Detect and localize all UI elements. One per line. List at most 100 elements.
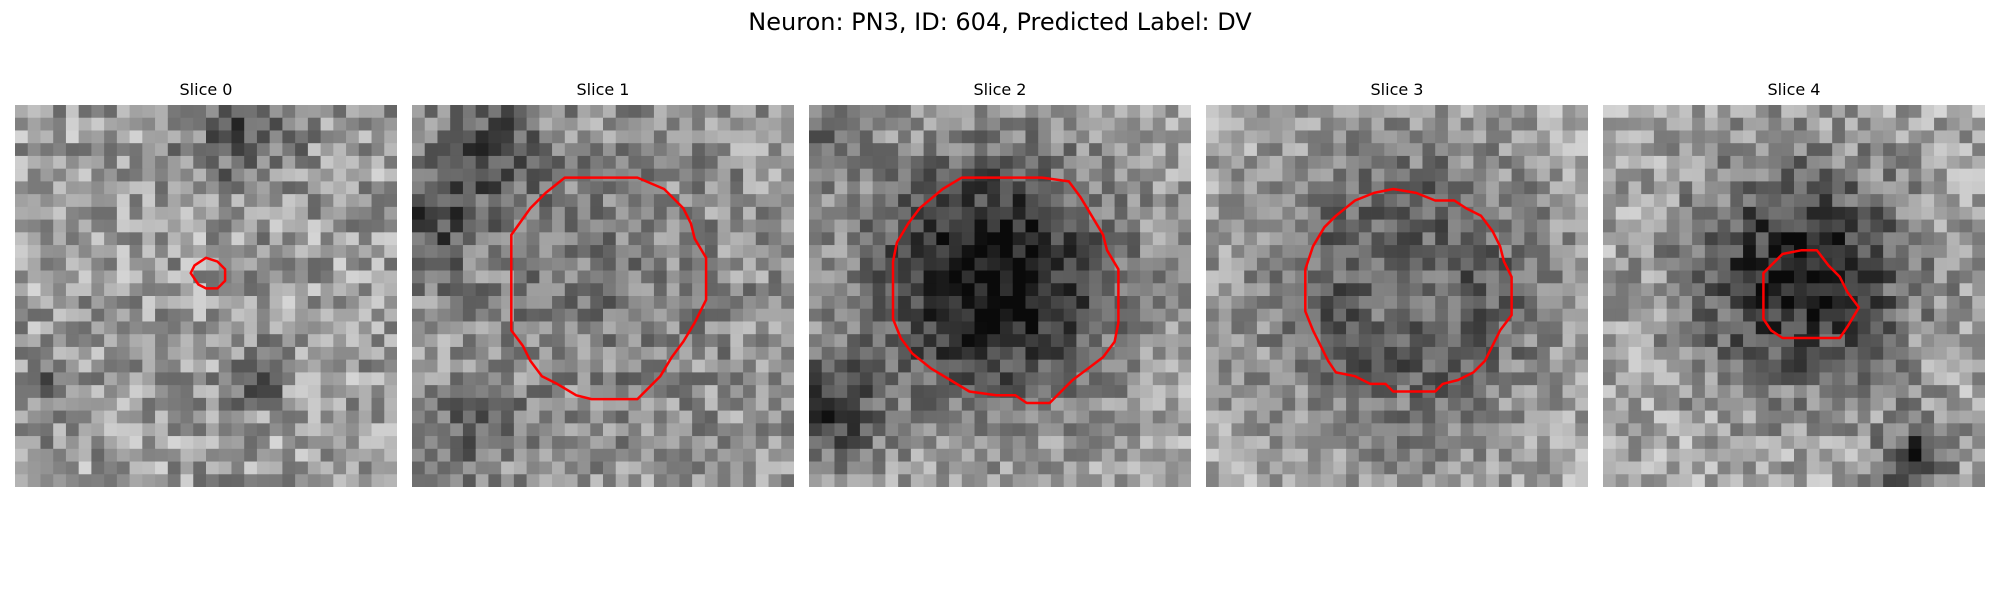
image-pixel xyxy=(1921,334,1934,347)
image-pixel xyxy=(924,130,937,143)
image-pixel xyxy=(425,105,438,118)
image-pixel xyxy=(1845,245,1858,258)
image-pixel xyxy=(1000,130,1013,143)
image-pixel xyxy=(1575,156,1588,169)
image-pixel xyxy=(769,334,782,347)
image-pixel xyxy=(450,245,463,258)
image-pixel xyxy=(730,462,743,475)
image-pixel xyxy=(1705,309,1718,322)
image-pixel xyxy=(936,283,949,296)
image-pixel xyxy=(1692,220,1705,233)
image-pixel xyxy=(1346,156,1359,169)
image-pixel xyxy=(1384,181,1397,194)
image-pixel xyxy=(1333,347,1346,360)
image-pixel xyxy=(565,321,578,334)
image-pixel xyxy=(1575,232,1588,245)
image-pixel xyxy=(654,385,667,398)
image-pixel xyxy=(231,462,244,475)
image-pixel xyxy=(743,194,756,207)
image-pixel xyxy=(1127,411,1140,424)
image-pixel xyxy=(1550,360,1563,373)
image-pixel xyxy=(1076,334,1089,347)
image-pixel xyxy=(501,181,514,194)
image-pixel xyxy=(450,398,463,411)
image-pixel xyxy=(1603,258,1616,271)
image-pixel xyxy=(1524,398,1537,411)
image-pixel xyxy=(1038,271,1051,284)
image-pixel xyxy=(705,360,718,373)
image-pixel xyxy=(1909,321,1922,334)
image-pixel xyxy=(552,411,565,424)
image-pixel xyxy=(616,181,629,194)
image-pixel xyxy=(847,143,860,156)
image-pixel xyxy=(514,449,527,462)
image-pixel xyxy=(1718,232,1731,245)
image-pixel xyxy=(28,398,41,411)
image-pixel xyxy=(282,462,295,475)
image-pixel xyxy=(117,258,130,271)
image-pixel xyxy=(1718,283,1731,296)
image-pixel xyxy=(1013,169,1026,182)
image-pixel xyxy=(384,258,397,271)
image-pixel xyxy=(667,411,680,424)
image-pixel xyxy=(476,118,489,131)
image-pixel xyxy=(1359,156,1372,169)
image-pixel xyxy=(809,271,822,284)
image-pixel xyxy=(1178,169,1191,182)
image-pixel xyxy=(936,449,949,462)
image-pixel xyxy=(206,347,219,360)
image-pixel xyxy=(1743,169,1756,182)
image-pixel xyxy=(1089,474,1102,487)
image-pixel xyxy=(1153,130,1166,143)
image-pixel xyxy=(1115,207,1128,220)
image-pixel xyxy=(1115,347,1128,360)
image-pixel xyxy=(1667,372,1680,385)
image-pixel xyxy=(1524,474,1537,487)
image-pixel xyxy=(962,105,975,118)
image-pixel xyxy=(1832,105,1845,118)
image-pixel xyxy=(936,130,949,143)
image-pixel xyxy=(1422,156,1435,169)
image-pixel xyxy=(1115,309,1128,322)
image-pixel xyxy=(679,169,692,182)
image-pixel xyxy=(1282,207,1295,220)
image-pixel xyxy=(809,411,822,424)
image-pixel xyxy=(66,347,79,360)
image-pixel xyxy=(1947,347,1960,360)
image-pixel xyxy=(450,118,463,131)
image-pixel xyxy=(1972,207,1985,220)
image-pixel xyxy=(1219,181,1232,194)
image-pixel xyxy=(1153,360,1166,373)
image-pixel xyxy=(962,474,975,487)
image-pixel xyxy=(1435,474,1448,487)
image-pixel xyxy=(295,449,308,462)
image-pixel xyxy=(1883,283,1896,296)
image-pixel xyxy=(1575,474,1588,487)
image-pixel xyxy=(1346,118,1359,131)
image-pixel xyxy=(1524,156,1537,169)
image-pixel xyxy=(321,105,334,118)
image-pixel xyxy=(1244,296,1257,309)
image-pixel xyxy=(193,347,206,360)
image-pixel xyxy=(1960,118,1973,131)
image-pixel xyxy=(1448,411,1461,424)
image-pixel xyxy=(1654,372,1667,385)
image-pixel xyxy=(384,283,397,296)
image-pixel xyxy=(705,436,718,449)
image-pixel xyxy=(1550,156,1563,169)
image-pixel xyxy=(1257,385,1270,398)
image-pixel xyxy=(1781,411,1794,424)
image-pixel xyxy=(1244,423,1257,436)
image-pixel xyxy=(104,220,117,233)
image-pixel xyxy=(1537,169,1550,182)
image-pixel xyxy=(321,436,334,449)
image-pixel xyxy=(1616,296,1629,309)
image-pixel xyxy=(1807,169,1820,182)
image-pixel xyxy=(578,309,591,322)
image-pixel xyxy=(66,143,79,156)
image-pixel xyxy=(425,347,438,360)
image-pixel xyxy=(1410,398,1423,411)
image-pixel xyxy=(822,411,835,424)
image-pixel xyxy=(372,296,385,309)
image-pixel xyxy=(91,181,104,194)
